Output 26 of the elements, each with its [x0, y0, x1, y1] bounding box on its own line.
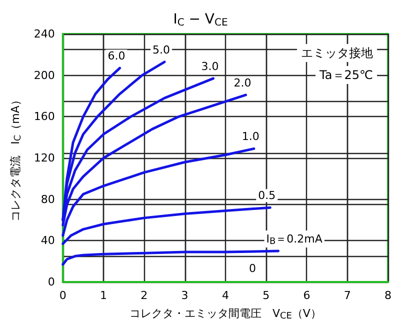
series-label: 6.0 — [108, 50, 126, 63]
y-tick-label: 120 — [34, 152, 55, 164]
y-axis-title: コレクタ電流 IC（mA） — [9, 94, 24, 222]
y-tick-label: 40 — [40, 234, 55, 248]
y-tick-label: 80 — [40, 192, 55, 206]
x-tick-label: 1 — [100, 289, 108, 302]
y-tick-label: 0 — [48, 276, 55, 288]
annotation: 0 — [249, 262, 256, 275]
y-tick-label: 240 — [34, 28, 55, 40]
series-label: 1.0 — [242, 130, 260, 144]
series-label: 2.0 — [234, 76, 252, 90]
x-tick-label: 6 — [303, 289, 310, 302]
x-tick-label: 7 — [344, 289, 351, 302]
y-tick-label: 200 — [34, 68, 55, 82]
series-label: 3.0 — [201, 60, 219, 73]
annotation: Ta＝25℃ — [318, 68, 374, 82]
series-label: 5.0 — [152, 43, 170, 56]
x-tick-label: 0 — [59, 289, 66, 302]
x-tick-label: 3 — [181, 289, 188, 302]
x-tick-label: 5 — [262, 289, 270, 302]
series-label: 0.5 — [258, 189, 276, 202]
x-tick-label: 4 — [222, 289, 229, 302]
annotation: エミッタ接地 — [301, 46, 373, 60]
x-tick-label: 8 — [384, 289, 392, 302]
y-tick-label: 160 — [34, 110, 55, 124]
x-tick-label: 2 — [140, 289, 148, 302]
